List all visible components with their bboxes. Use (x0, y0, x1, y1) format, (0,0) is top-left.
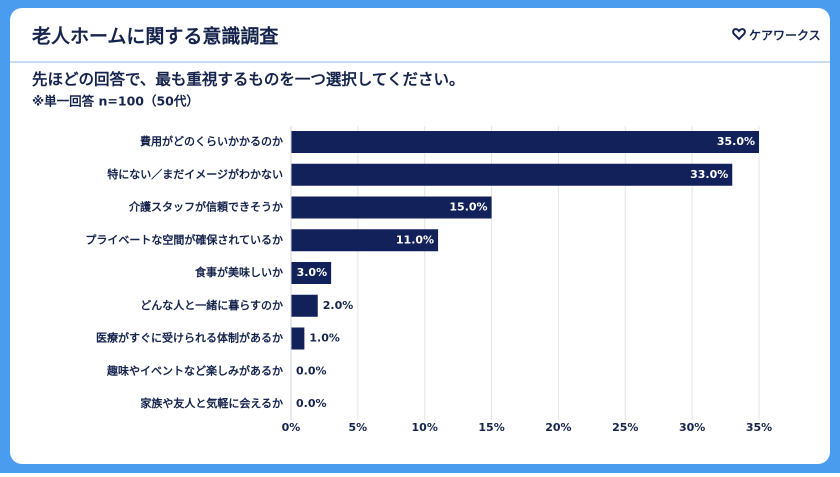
value-label: 3.0% (297, 266, 328, 279)
logo: ケアワークス (749, 29, 821, 43)
bar (291, 131, 759, 153)
bar (291, 327, 305, 350)
value-label: 33.0% (690, 168, 728, 181)
y-tick-label: 食事が美味しいか (195, 265, 283, 279)
y-tick-label: どんな人と一緒に暮らすのか (140, 298, 283, 312)
x-tick-label: 25% (612, 421, 638, 434)
x-tick-label: 20% (545, 421, 571, 434)
y-tick-label: 介護スタッフが信頼できそうか (128, 200, 283, 214)
value-label: 0.0% (296, 397, 327, 410)
value-label: 2.0% (323, 299, 354, 312)
x-tick-label: 35% (746, 421, 772, 434)
value-label: 11.0% (396, 233, 434, 246)
chart-title: 先ほどの回答で、最も重視するものを一つ選択してください。 (32, 70, 464, 89)
y-tick-label: 趣味やイベントなど楽しみがあるか (106, 363, 283, 377)
bar (291, 229, 439, 252)
value-label: 1.0% (309, 332, 340, 345)
x-tick-label: 30% (679, 421, 705, 434)
x-tick-label: 10% (412, 421, 438, 434)
value-label: 15.0% (449, 201, 487, 214)
y-tick-label: プライベートな空間が確保されているか (85, 232, 283, 246)
value-label: 35.0% (717, 135, 755, 148)
bar (291, 163, 733, 186)
bar (291, 196, 492, 219)
x-tick-label: 0% (282, 421, 301, 434)
logo-icon (732, 28, 746, 41)
y-tick-label: 家族や友人と気軽に会えるか (140, 396, 283, 410)
page-title: 老人ホームに関する意識調査 (32, 25, 279, 48)
value-label: 0.0% (296, 364, 327, 377)
y-tick-label: 特にない／まだイメージがわかない (107, 167, 283, 181)
y-tick-label: 費用がどのくらいかかるのか (139, 134, 283, 148)
bar (291, 294, 318, 317)
x-tick-label: 15% (478, 421, 504, 434)
chart-subtitle: ※単一回答 n=100（50代） (32, 94, 199, 109)
bar (291, 262, 332, 284)
x-tick-label: 5% (349, 421, 368, 434)
y-tick-label: 医療がすぐに受けられる体制があるか (96, 331, 283, 345)
